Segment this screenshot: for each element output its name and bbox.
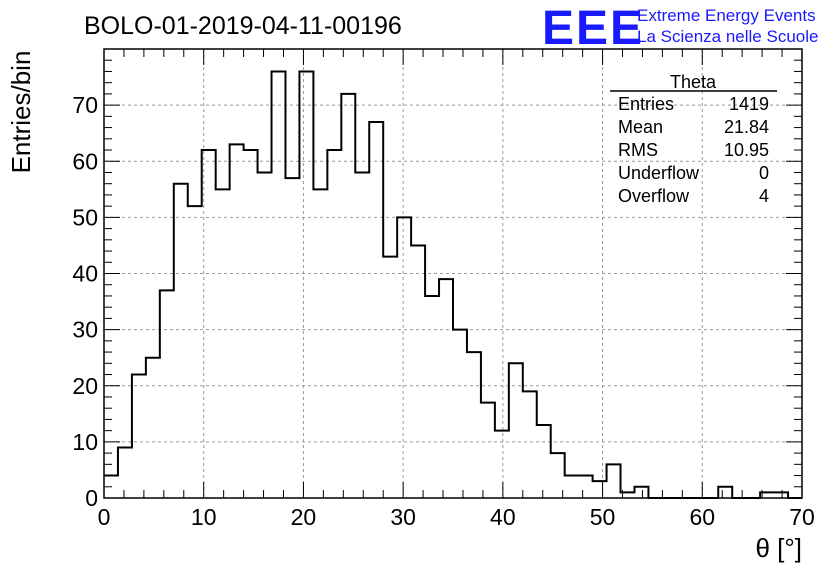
stat-label-overflow: Overflow [618, 186, 690, 206]
stat-label-underflow: Underflow [618, 163, 700, 183]
x-tick-label: 30 [390, 504, 416, 530]
y-tick-label: 10 [72, 429, 98, 455]
grid-lines [104, 49, 802, 498]
chart-title: BOLO-01-2019-04-11-00196 [84, 12, 402, 40]
y-tick-label: 60 [72, 148, 98, 174]
logo-line-2: La Scienza nelle Scuole [637, 27, 818, 46]
x-tick-label: 10 [191, 504, 217, 530]
stat-label-entries: Entries [618, 94, 674, 114]
stat-value-rms: 10.95 [724, 140, 769, 160]
stat-value-underflow: 0 [759, 163, 769, 183]
x-axis-label: θ [°] [755, 533, 802, 563]
y-tick-label: 40 [72, 261, 98, 287]
histogram-series [104, 70, 802, 499]
stat-value-entries: 1419 [729, 94, 769, 114]
eee-logo-icon: EEE [542, 2, 644, 55]
y-axis-label: Entries/bin [6, 51, 36, 174]
y-tick-label: 70 [72, 92, 98, 118]
stats-name: Theta [670, 72, 717, 92]
x-tick-label: 70 [789, 504, 815, 530]
axis-ticks [103, 48, 803, 499]
x-tick-label: 50 [590, 504, 616, 530]
stat-label-mean: Mean [618, 117, 663, 137]
x-tick-label: 60 [689, 504, 715, 530]
stat-label-rms: RMS [618, 140, 658, 160]
x-tick-label: 0 [98, 504, 111, 530]
stat-value-overflow: 4 [759, 186, 769, 206]
x-tick-label: 20 [291, 504, 317, 530]
logo-line-1: Extreme Energy Events [637, 6, 816, 25]
y-tick-label: 50 [72, 204, 98, 230]
stats-box: Theta Entries 1419 Mean 21.84 RMS 10.95 … [610, 72, 777, 206]
stat-value-mean: 21.84 [724, 117, 769, 137]
x-tick-label: 40 [490, 504, 516, 530]
y-tick-label: 20 [72, 373, 98, 399]
y-tick-label: 0 [85, 485, 98, 511]
y-tick-label: 30 [72, 317, 98, 343]
